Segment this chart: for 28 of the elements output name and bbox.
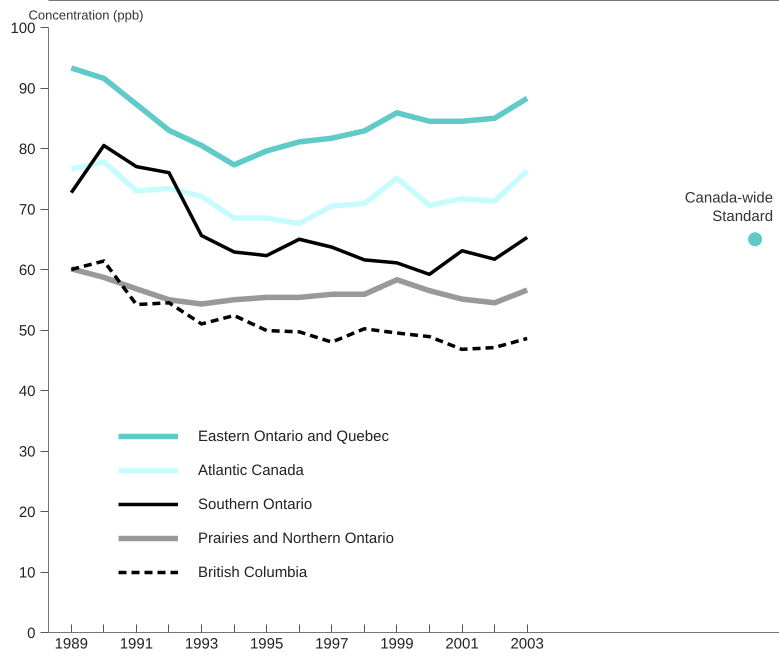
y-tick-label: 90 [18,80,36,98]
y-axis-title: Concentration (ppb) [28,8,144,22]
legend-label: Southern Ontario [198,496,312,512]
legend-label: Prairies and Northern Ontario [198,530,394,546]
x-tick-label: 2001 [445,636,479,652]
x-tick-label: 2003 [510,636,544,652]
x-tick-label: 1993 [184,636,218,652]
x-tick-label: 1999 [380,636,414,652]
x-tick-label: 1989 [54,636,88,652]
y-tick-label: 60 [18,262,36,279]
line-series [70,259,529,352]
legend-label: Eastern Ontario and Quebec [198,428,389,444]
legend-label: Atlantic Canada [198,462,304,478]
x-tick-label: 1997 [315,636,348,652]
y-tick-label: 10 [18,564,36,582]
y-tick-label: 0 [27,625,36,642]
series-label: Canada-wide Standard [684,190,774,226]
y-tick-label: 30 [18,444,36,460]
y-tick-label: 50 [18,322,36,340]
legend-label: British Columbia [198,564,308,580]
line-series [70,144,529,276]
y-tick-label: 80 [18,141,36,158]
y-tick-label: 70 [18,202,36,218]
x-tick-label: 1991 [120,636,154,652]
x-tick-label: 1995 [250,636,284,652]
y-tick-label: 100 [10,20,36,37]
y-tick-label: 20 [18,504,36,521]
y-tick-label: 40 [18,383,36,400]
